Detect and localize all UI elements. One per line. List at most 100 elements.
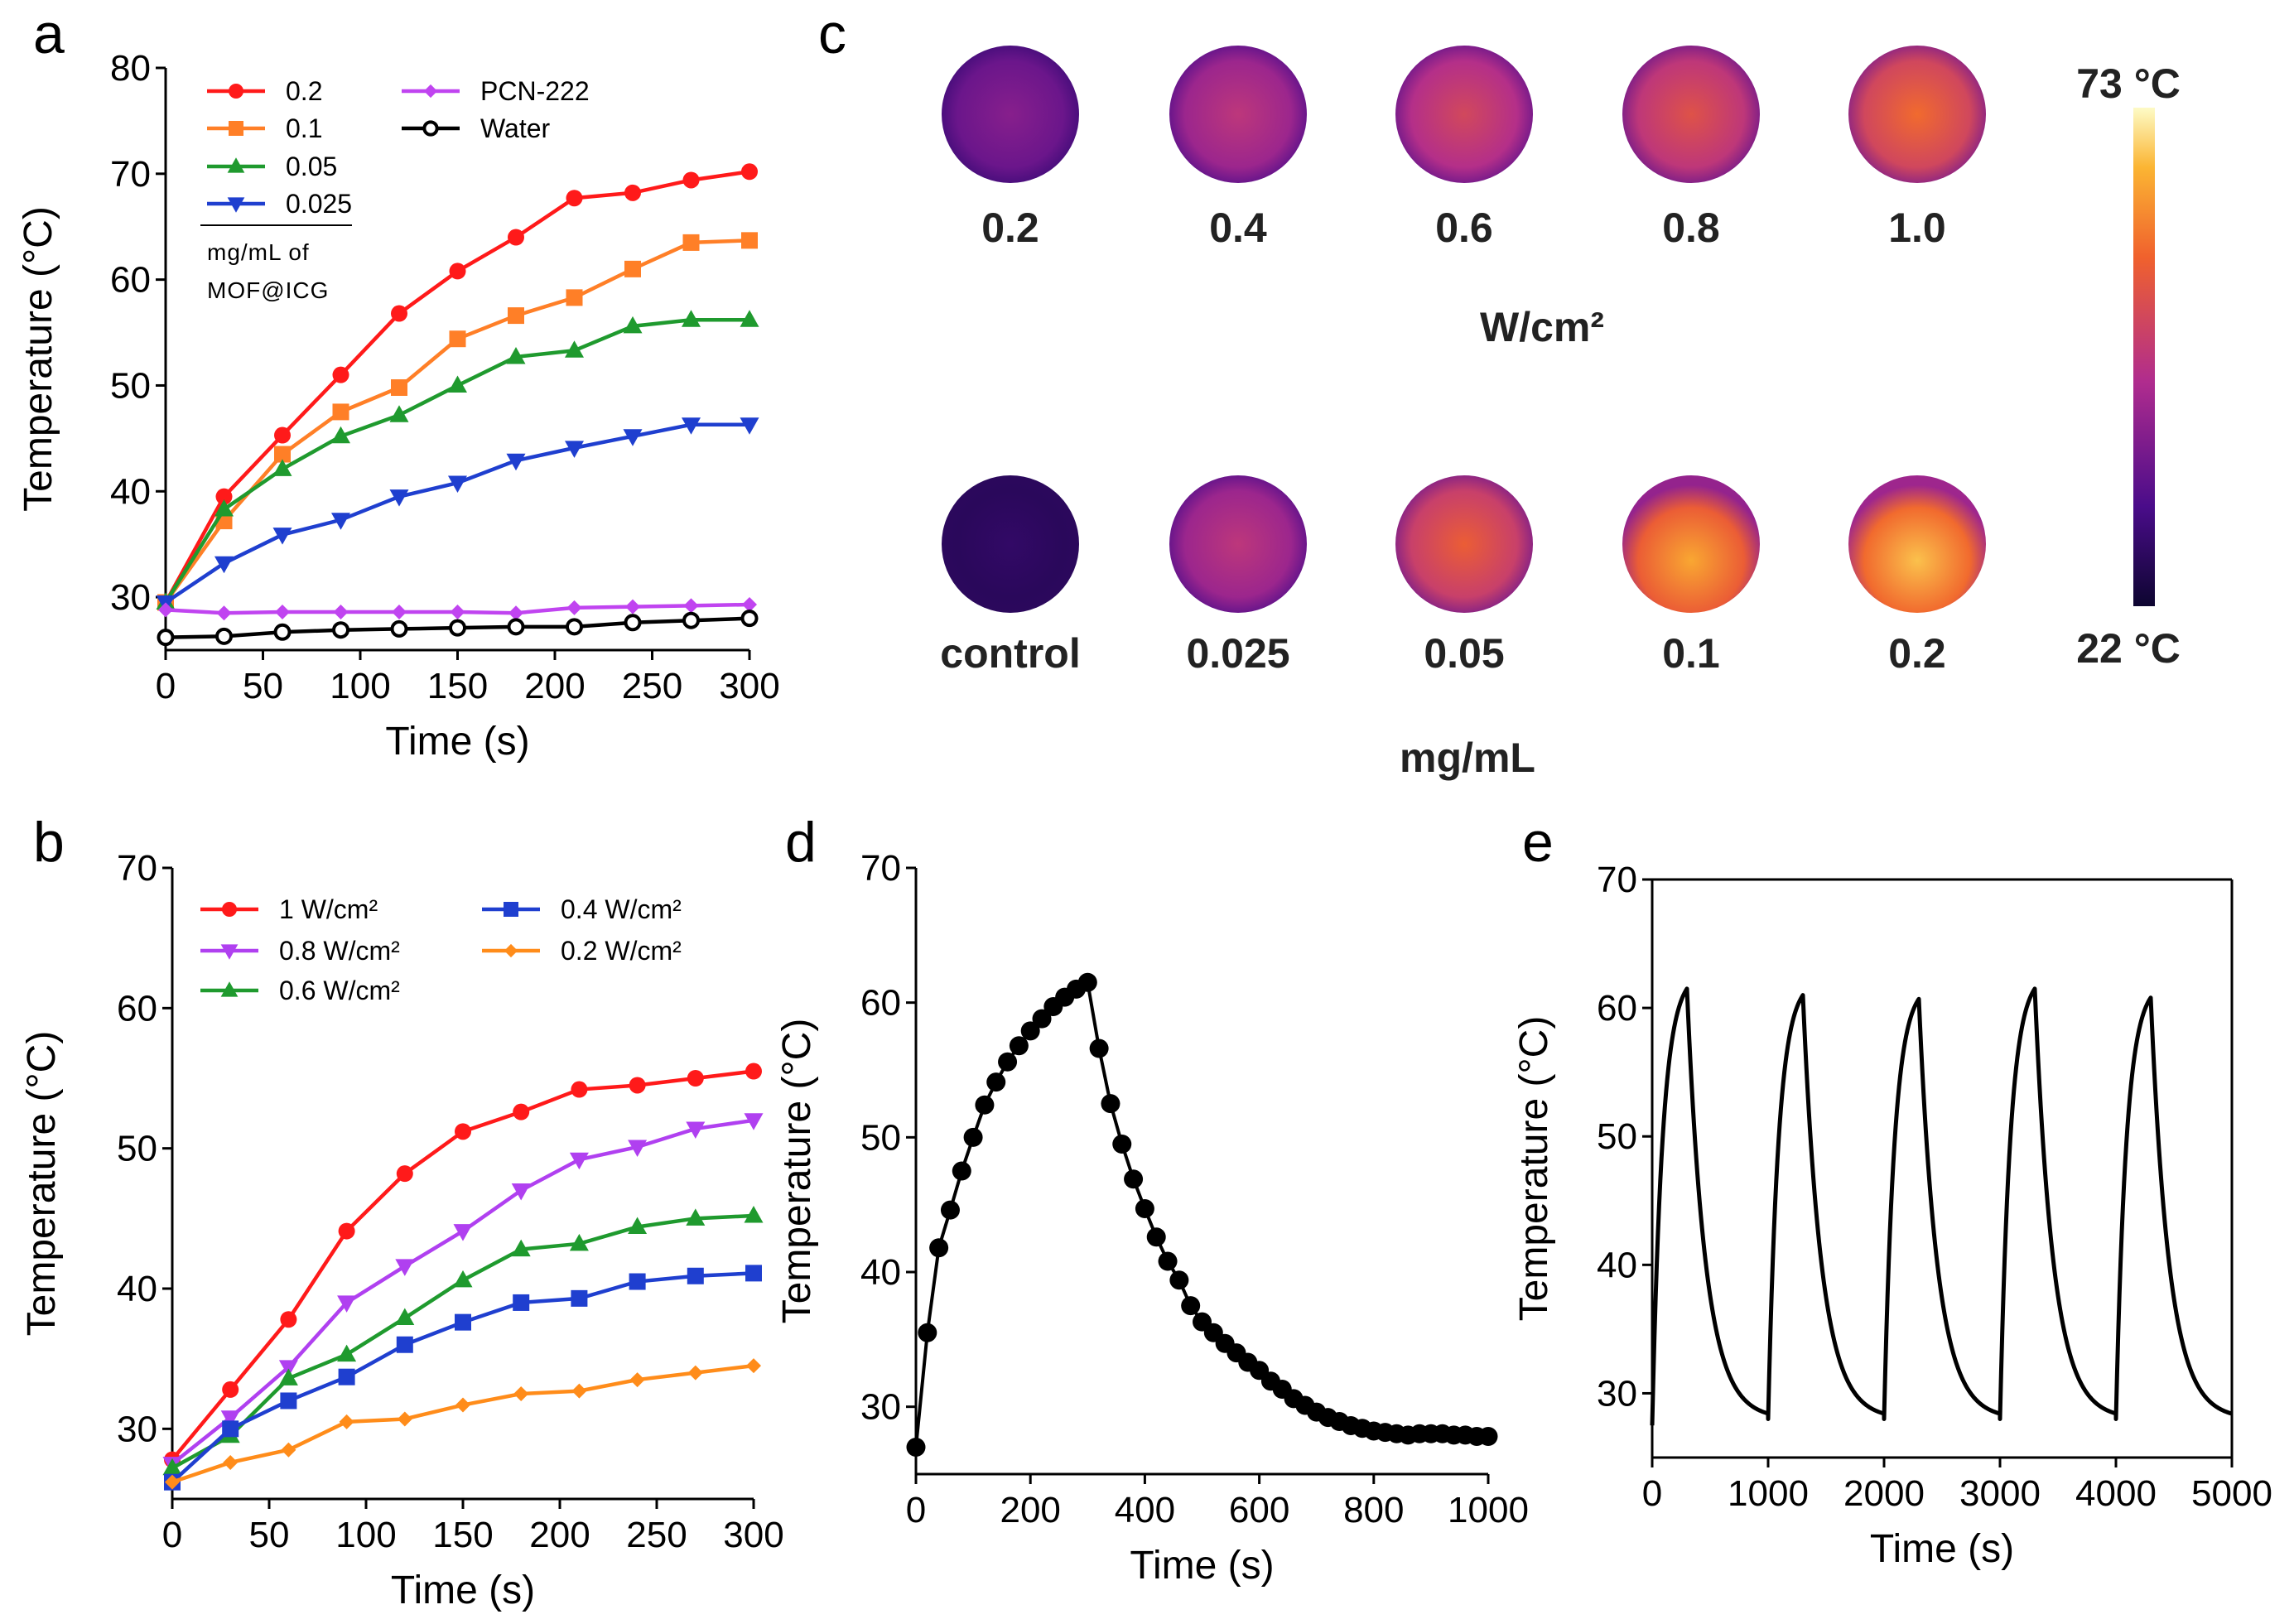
series-PCN-222: [158, 597, 757, 621]
data-point: [455, 1313, 471, 1331]
data-point: [683, 598, 699, 614]
y-axis-label: Temperature (°C): [17, 206, 60, 512]
data-point: [1169, 1270, 1189, 1290]
y-tick-label: 60: [110, 260, 151, 301]
thermal-image-label: 0.2: [1888, 630, 1946, 677]
data-point: [391, 379, 407, 397]
bottom-row-unit-label: mg/mL: [1400, 735, 1535, 781]
data-point: [280, 1311, 297, 1328]
series-0.025: [156, 417, 759, 613]
thermal-image-disc: [1848, 46, 1986, 183]
data-point: [449, 263, 466, 280]
legend-entry: 0.05: [207, 152, 337, 181]
y-tick-label: 60: [860, 983, 901, 1024]
x-tick-label: 50: [243, 666, 283, 706]
chart-d: 0 200 400 600 800 1000 30 40 50 60 70 Time (s) Tempe…: [775, 848, 1529, 1588]
data-point: [337, 1295, 357, 1313]
data-point: [566, 600, 582, 615]
data-point: [625, 599, 640, 614]
legend-marker: [227, 157, 245, 173]
y-tick-label: 30: [110, 577, 151, 618]
legend-entry: 1 W/cm²: [200, 894, 378, 924]
x-tick-label: 4000: [2075, 1473, 2157, 1514]
legend-label: 1 W/cm²: [279, 894, 378, 924]
data-point: [740, 610, 759, 628]
data-point: [453, 1270, 473, 1288]
legend-marker: [227, 197, 245, 213]
legend-entry: 0.6 W/cm²: [200, 976, 400, 1005]
data-point: [740, 417, 759, 435]
x-tick-label: 0: [156, 666, 176, 706]
legend-entry: 0.8 W/cm²: [200, 936, 400, 966]
legend-label: 0.8 W/cm²: [279, 936, 400, 966]
y-tick-label: 40: [110, 471, 151, 512]
data-point: [963, 1127, 983, 1147]
data-point: [682, 310, 701, 327]
data-point: [565, 441, 584, 458]
thermal-image-disc: [1169, 46, 1307, 183]
axes: 0 200 400 600 800 1000 30 40 50 60 70 Time (s) Tempe…: [775, 848, 1529, 1588]
panel-letter-d: d: [785, 811, 817, 874]
data-point: [741, 232, 758, 249]
data-point: [744, 1113, 764, 1130]
data-point: [513, 1294, 530, 1311]
data-point: [624, 260, 641, 277]
series-Water: [157, 610, 759, 647]
data-point: [214, 499, 234, 517]
data-point: [975, 1095, 995, 1115]
data-point: [450, 604, 465, 619]
data-point: [396, 1336, 413, 1353]
data-point: [741, 163, 758, 181]
x-axis-label: Time (s): [1130, 1544, 1274, 1588]
y-tick-label: 70: [110, 154, 151, 195]
chart-b: 0 50 100 150 200 250 300 30 40 50 60 70 Time (s) Temp…: [20, 848, 784, 1612]
data-point: [569, 1152, 589, 1170]
data-point: [392, 604, 407, 619]
data-point: [165, 1474, 180, 1490]
y-axis-label: Temperature (°C): [20, 1031, 64, 1337]
data-point: [744, 1205, 764, 1223]
legend-marker: [229, 84, 243, 99]
data-point: [1135, 1199, 1154, 1219]
x-tick-label: 600: [1229, 1490, 1289, 1530]
data-point: [746, 1358, 761, 1374]
colorbar: [2133, 108, 2155, 606]
series-line: [171, 1213, 754, 1470]
axes: 0 1000 2000 3000 4000 5000 30 40 50 60 70 Time (s) T…: [1512, 860, 2272, 1571]
data-point: [628, 1140, 648, 1157]
x-tick-label: 3000: [1959, 1473, 2041, 1514]
series-line: [164, 317, 749, 604]
series-line: [164, 422, 749, 605]
data-point: [629, 1273, 646, 1290]
legend-entry: 0.4 W/cm²: [482, 894, 682, 924]
x-tick-label: 0: [1642, 1473, 1662, 1514]
data-point: [220, 1410, 240, 1428]
data-point: [511, 1183, 531, 1201]
data-point: [952, 1161, 971, 1181]
data-point: [332, 403, 349, 421]
chart-a: 0 50 100 150 200 250 300 30 40 50 60 70 80 Time (s) Te…: [17, 48, 780, 764]
chart-e: 0 1000 2000 3000 4000 5000 30 40 50 60 70 Time (s) T…: [1512, 860, 2272, 1571]
data-point: [448, 475, 467, 494]
data-point: [918, 1323, 937, 1342]
data-point: [566, 618, 583, 636]
series-MOF-ICG: [906, 972, 1498, 1457]
x-axis-label: Time (s): [391, 1569, 535, 1612]
data-point: [629, 1372, 645, 1388]
thermal-image-label: 1.0: [1888, 205, 1946, 251]
x-tick-label: 100: [335, 1515, 396, 1555]
data-point: [162, 1458, 182, 1476]
legend-note-line-2: MOF@ICG: [207, 277, 329, 303]
panel-letter-b: b: [33, 811, 65, 874]
x-tick-label: 1000: [1448, 1490, 1529, 1530]
data-point: [1101, 1094, 1120, 1114]
y-axis-label: Temperature (°C): [775, 1019, 819, 1324]
legend-marker: [423, 84, 438, 99]
thermal-image-label: 0.4: [1209, 205, 1267, 251]
legend-entry: Water: [402, 113, 551, 143]
data-point: [216, 605, 232, 621]
data-point: [571, 1289, 588, 1307]
data-point: [508, 229, 524, 246]
data-point: [686, 1121, 706, 1139]
data-point: [449, 330, 466, 348]
